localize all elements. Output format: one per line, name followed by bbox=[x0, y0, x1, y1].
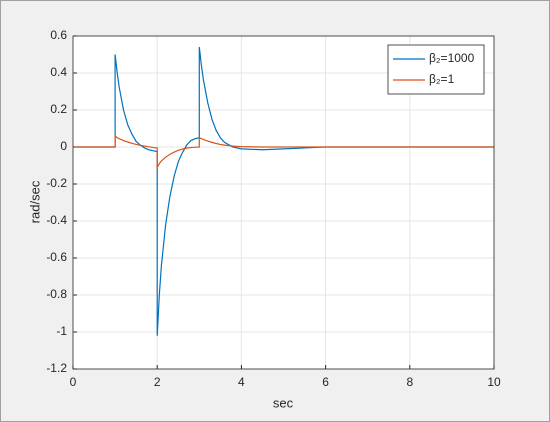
x-axis-label: sec bbox=[273, 395, 294, 410]
y-tick-label: -0.4 bbox=[46, 213, 67, 227]
y-tick-label: 0.2 bbox=[50, 102, 67, 116]
y-tick-label: -0.2 bbox=[46, 176, 67, 190]
series-line bbox=[73, 47, 494, 336]
x-tick-label: 6 bbox=[322, 375, 329, 389]
axes-box bbox=[72, 35, 495, 370]
y-axis-label: rad/sec bbox=[27, 180, 42, 223]
y-tick-label: 0 bbox=[60, 139, 67, 153]
x-tick-label: 8 bbox=[406, 375, 413, 389]
x-tick-label: 10 bbox=[487, 375, 501, 389]
y-tick-label: 0.6 bbox=[50, 28, 67, 42]
legend-label: β₂=1 bbox=[429, 72, 455, 86]
y-tick-label: 0.4 bbox=[50, 65, 67, 79]
x-tick-label: 2 bbox=[154, 375, 161, 389]
y-tick-label: -1 bbox=[56, 324, 67, 338]
y-tick-label: -1.2 bbox=[46, 361, 67, 375]
y-tick-label: -0.6 bbox=[46, 250, 67, 264]
series-line bbox=[73, 134, 494, 170]
legend-label: β₂=1000 bbox=[429, 51, 475, 65]
legend-box bbox=[387, 44, 485, 95]
y-tick-label: -0.8 bbox=[46, 287, 67, 301]
x-tick-label: 4 bbox=[238, 375, 245, 389]
x-tick-label: 0 bbox=[70, 375, 77, 389]
